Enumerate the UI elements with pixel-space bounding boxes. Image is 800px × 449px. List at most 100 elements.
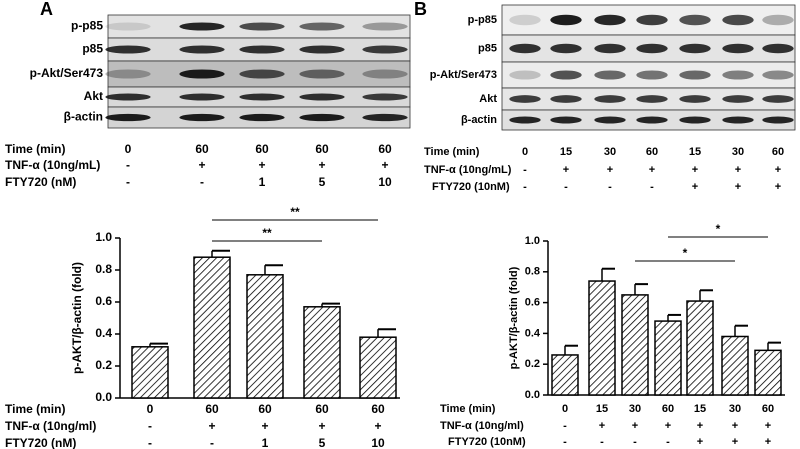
blot-band [550,116,582,124]
panel-label: A [40,0,53,19]
condition-value: + [735,181,741,193]
condition-value: + [374,419,381,433]
blot-band [762,14,794,26]
condition-value: - [563,420,567,432]
y-tick-label: 0.4 [525,327,541,339]
blot-band [679,116,711,124]
significance-label: ** [290,205,300,219]
blot-band [239,45,285,54]
blot-band [509,70,541,80]
blot-band [105,69,151,79]
condition-value: 0 [147,402,154,416]
condition-value: 15 [596,403,608,415]
y-tick-label: 0.4 [95,326,112,340]
condition-value: 30 [729,403,741,415]
condition-value: - [608,181,612,193]
condition-value: 0 [562,403,568,415]
condition-value: + [765,420,771,432]
bar [588,280,616,396]
blot-label: p85 [478,42,497,54]
condition-value: 60 [762,403,774,415]
condition-label: FTY720 (nM) [5,175,76,189]
bar [131,346,169,399]
blot-band [105,113,151,122]
y-tick-label: 0.6 [95,294,112,308]
condition-value: - [650,181,654,193]
condition-value: + [692,181,698,193]
blot-label: Akt [479,93,497,105]
condition-value: 60 [315,142,329,156]
blot-band [722,95,754,103]
blot-band [105,22,151,31]
condition-value: 60 [378,142,392,156]
blot-band [239,93,285,101]
condition-value: 10 [371,436,385,449]
bar [721,335,749,396]
blot-label: Akt [84,89,103,103]
condition-label: FTY720 (10nM) [432,181,510,193]
blot-band [636,14,668,26]
condition-value: 60 [205,402,219,416]
condition-value: + [697,420,703,432]
condition-value: - [633,436,637,448]
y-tick-label: 0.2 [95,358,112,372]
blot-band [509,43,541,54]
blot-band [299,69,345,79]
blot-band [105,45,151,54]
condition-value: + [208,419,215,433]
condition-value: 60 [646,146,658,158]
blot-band [179,69,225,79]
condition-value: + [632,420,638,432]
significance-label: * [716,222,721,236]
condition-value: 60 [315,402,329,416]
blot-band [762,95,794,103]
condition-value: 5 [319,436,326,449]
condition-value: 60 [258,402,272,416]
condition-value: 60 [371,402,385,416]
condition-value: - [564,181,568,193]
condition-value: 60 [255,142,269,156]
blot-band [179,93,225,101]
blot-band [550,14,582,26]
y-tick-label: 0.2 [525,358,540,370]
blot-band [362,22,408,31]
condition-value: 30 [629,403,641,415]
condition-value: 0 [522,146,528,158]
condition-value: + [732,420,738,432]
blot-band [762,70,794,80]
condition-value: + [775,181,781,193]
panel-label: B [414,0,427,19]
condition-value: - [126,158,130,172]
condition-value: 30 [732,146,744,158]
blot-band [362,45,408,54]
condition-value: + [258,158,265,172]
condition-value: + [381,158,388,172]
condition-value: + [261,419,268,433]
condition-value: 60 [772,146,784,158]
blot-band [679,95,711,103]
blot-band [722,43,754,54]
condition-value: + [775,164,781,176]
significance-label: * [683,246,688,260]
bar [551,354,579,396]
blot-label: p85 [82,42,103,56]
blot-band [550,70,582,80]
blot-label: p-p85 [468,14,497,26]
condition-label: Time (min) [5,402,65,416]
condition-value: - [600,436,604,448]
condition-label: Time (min) [5,142,65,156]
blot-band [362,69,408,79]
blot-band [179,45,225,54]
y-tick-label: 1.0 [525,235,540,247]
blot-band [636,70,668,80]
condition-value: 5 [319,175,326,189]
blot-band [239,69,285,79]
blot-band [679,70,711,80]
y-axis-label: p-AKT/β-actin (fold) [70,262,84,374]
condition-value: + [697,436,703,448]
blot-band [679,43,711,54]
condition-label: FTY720 (10nM) [448,436,526,448]
condition-value: 0 [125,142,132,156]
condition-value: 15 [560,146,572,158]
